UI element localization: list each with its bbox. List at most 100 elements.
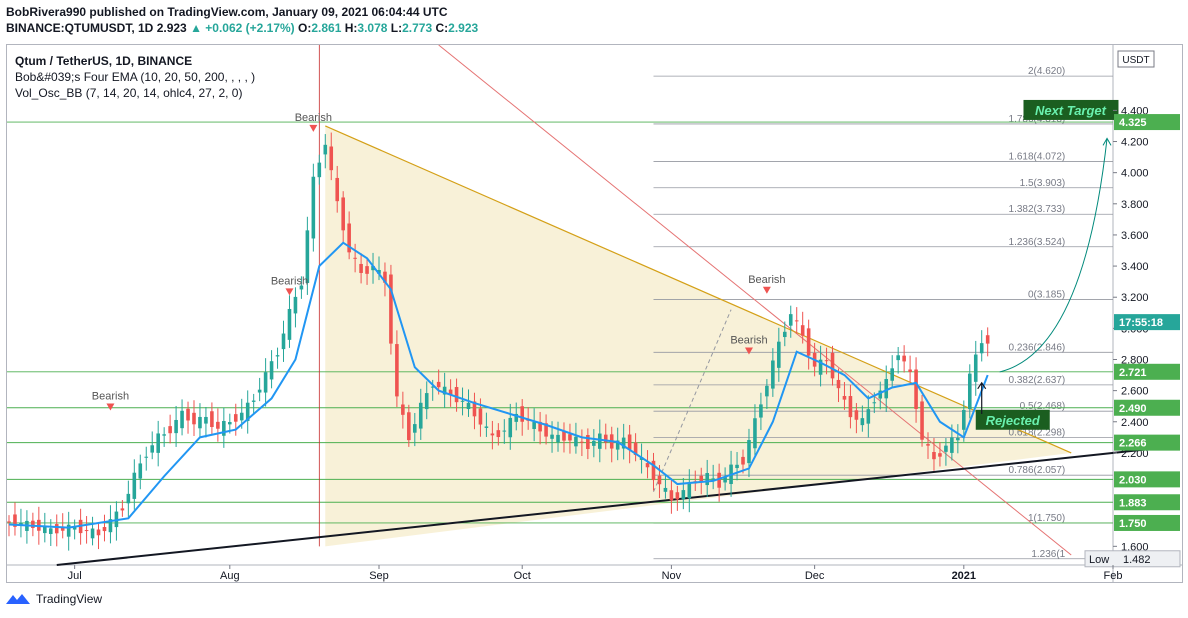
candle-body [884,378,889,399]
candle-body [896,355,900,361]
candle-body [806,328,811,356]
candle-body [723,477,727,483]
triangle-pattern [325,125,1072,547]
currency-label: USDT [1122,55,1149,66]
rejected-box [975,409,1050,430]
candle-body [377,270,381,274]
candle-body [413,424,417,433]
legend-oscillator: Vol_Osc_BB (7, 14, 20, 14, ohlc4, 27, 2,… [15,86,242,100]
candle-body [138,463,143,479]
candle-body [633,442,638,456]
candle-body [556,434,560,443]
candle-body [204,416,208,424]
candle-body [580,441,584,443]
candle-body [150,445,155,453]
brand-name[interactable]: TradingView [36,592,103,606]
price-axis-badge-label: 17:55:18 [1119,317,1163,329]
candle-body [830,352,835,379]
low-value: 2.773 [402,21,433,35]
candle-body [866,409,871,424]
candle-body [430,386,435,388]
candle-body [448,389,453,396]
price-change: ▲ +0.062 (+2.17%) [190,21,295,35]
candle-body [210,411,214,428]
candle-body [568,434,572,441]
footer: TradingView [6,592,102,606]
candle-body [520,406,525,422]
x-tick-label: Sep [369,570,389,582]
candle-body [72,527,77,530]
rejected-label: Rejected [986,413,1041,428]
candle-body [944,445,948,452]
dashed-projection-line [653,309,732,493]
candle-body [878,390,883,399]
candle-body [251,400,256,402]
y-tick-label: 2.400 [1121,417,1149,429]
candle-body [335,177,340,202]
candle-body [442,386,447,395]
candle-body [926,444,930,446]
open-label: O: [298,21,312,35]
fib-label: 0.236(2.846) [1009,342,1066,353]
fib-label: 1.236(3.524) [1009,237,1066,248]
bearish-label: Bearish [271,275,308,287]
y-tick-label: 3.200 [1121,292,1149,304]
descending-trendline [438,45,1072,556]
candle-body [973,354,978,382]
chart-area[interactable]: 2(4.620)1.786(4.313)1.618(4.072)1.5(3.90… [6,44,1183,583]
candle-body [759,404,763,418]
high-value: 3.078 [357,21,388,35]
candle-body [281,333,286,350]
candle-body [43,526,47,534]
currency-box [1117,50,1155,68]
bearish-arrow-icon [106,403,115,411]
candle-body [460,400,465,402]
low-label-box [1084,550,1181,568]
candle-body [96,529,101,536]
candle-body [329,146,334,171]
candle-body [84,530,89,532]
low-label: L: [390,21,403,35]
last-price: 2.923 [156,21,187,35]
symbol: BINANCE:QTUMUSDT, 1D [6,21,154,35]
y-tick-label: 2.200 [1121,448,1149,460]
price-axis-badge-label: 2.490 [1119,403,1147,415]
candle-body [120,508,125,511]
x-tick-label: Nov [662,570,682,582]
candle-body [663,487,668,492]
low-label: Low [1089,554,1109,566]
candle-body [275,355,280,357]
candle-body [239,412,244,421]
candle-body [592,440,596,446]
candle-body [979,343,984,354]
legend-title: Qtum / TetherUS, 1D, BINANCE [15,54,192,68]
candle-body [687,483,692,499]
candle-body [615,440,620,450]
y-tick-label: 2.600 [1121,386,1149,398]
next-target-label: Next Target [1035,103,1107,118]
candle-body [180,410,184,429]
candle-body [496,430,501,438]
y-tick-label: 3.600 [1121,230,1149,242]
candle-body [395,344,399,397]
candle-body [747,440,751,464]
next-target-box [1023,99,1119,120]
price-axis-badge-label: 4.325 [1119,117,1147,129]
candle-body [550,434,554,439]
candle-body [950,437,954,453]
fib-label: 0(3.185) [1028,290,1065,301]
price-chart[interactable]: 2(4.620)1.786(4.313)1.618(4.072)1.5(3.90… [7,45,1182,582]
candle-body [962,409,966,430]
candle-body [436,381,441,388]
x-tick-label: 2021 [952,570,976,582]
candle-body [108,519,113,533]
candle-body [407,412,411,441]
candle-body [317,162,322,178]
candle-body [621,437,626,449]
open-value: 2.861 [311,21,342,35]
candle-body [424,393,429,410]
fib-label: 0.618(2.298) [1009,428,1066,439]
candle-body [711,478,715,480]
fib-label: 1(1.750) [1028,513,1065,524]
price-axis-badge [1114,494,1180,511]
